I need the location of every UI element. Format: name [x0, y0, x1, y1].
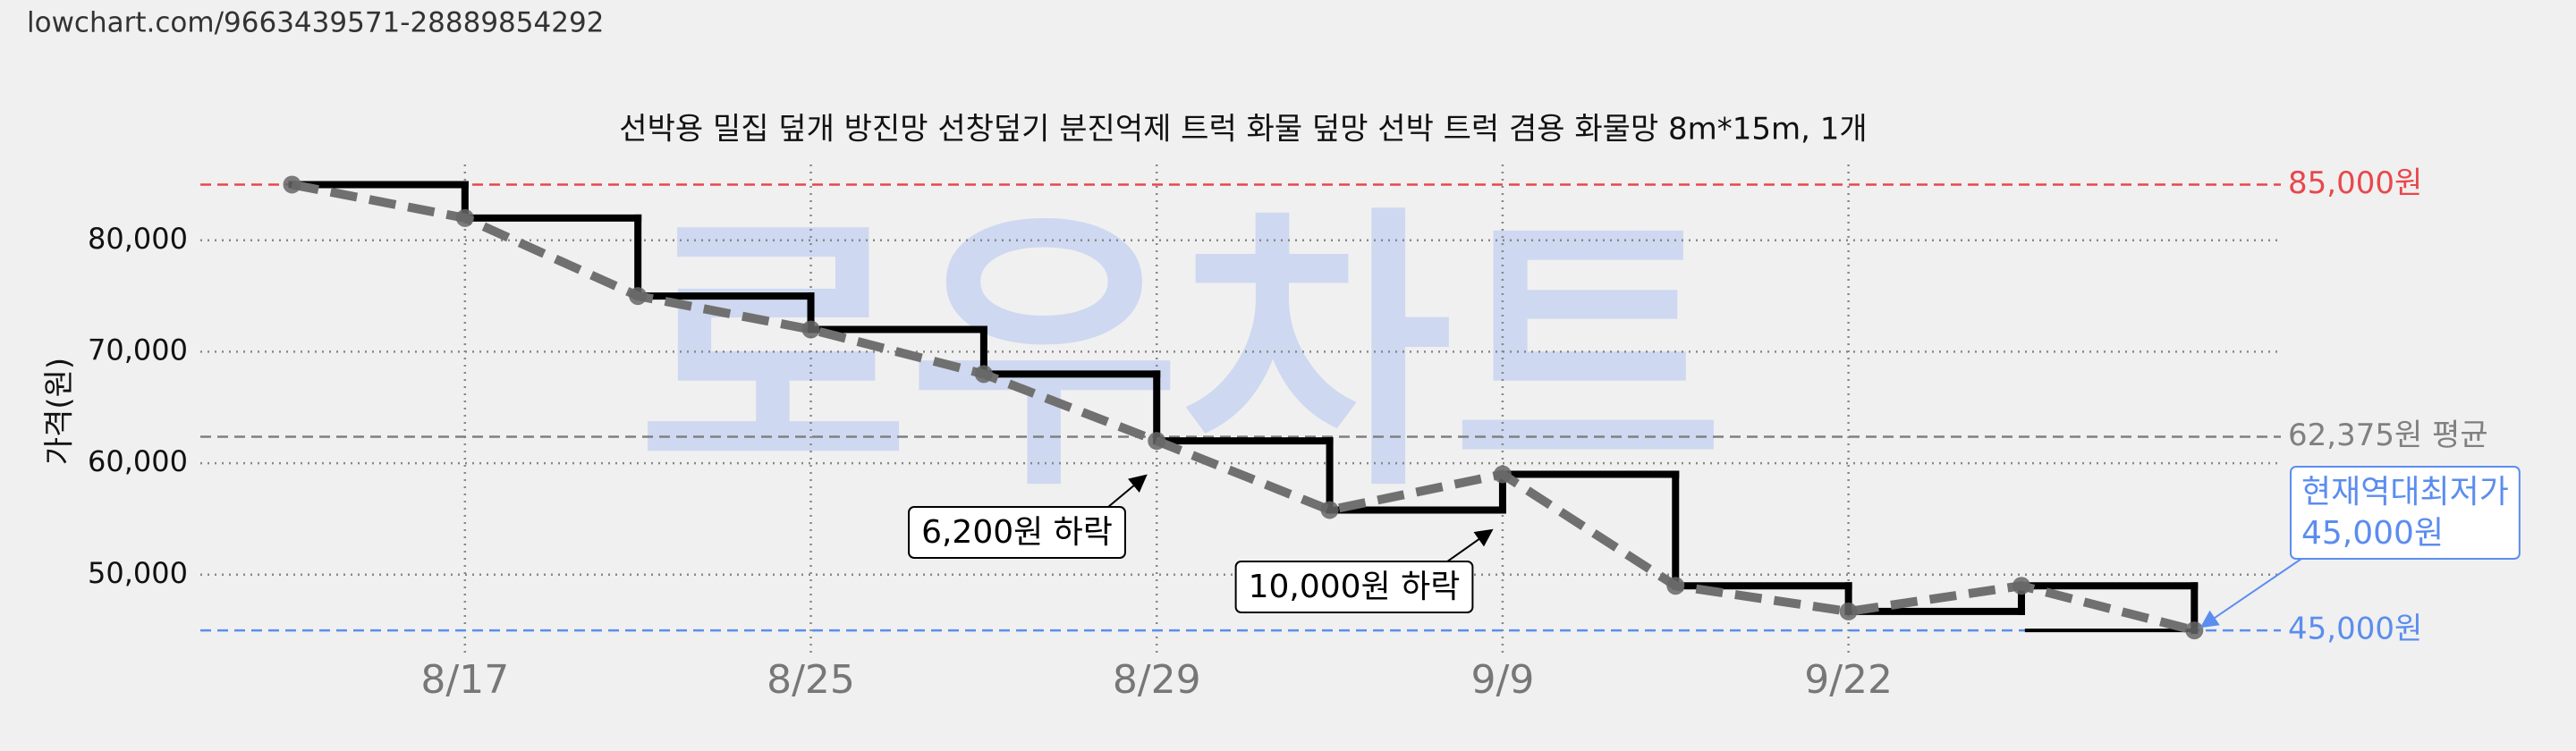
- x-tick-label: 9/9: [1471, 657, 1535, 703]
- data-point: [455, 208, 474, 227]
- reference-label: 62,375원 평균: [2288, 418, 2488, 453]
- data-point: [2012, 577, 2030, 595]
- trend-line: [291, 180, 2196, 635]
- data-point: [2185, 621, 2204, 640]
- data-point: [801, 320, 820, 339]
- data-point: [974, 365, 993, 384]
- data-point: [1148, 432, 1166, 451]
- x-tick-label: 9/22: [1804, 657, 1893, 703]
- lowest-note-text: 45,000원: [2301, 515, 2444, 552]
- data-point: [1839, 602, 1858, 620]
- data-point: [629, 287, 648, 306]
- data-point: [1320, 501, 1339, 519]
- annotation-box: [1234, 561, 1474, 613]
- page-url: lowchart.com/9663439571-28889854292: [27, 7, 604, 39]
- x-tick-label: 8/29: [1113, 657, 1201, 703]
- data-point: [1666, 577, 1685, 595]
- annotation-text: 10,000원 하락: [1249, 569, 1461, 605]
- reference-label: 85,000원: [2288, 165, 2422, 201]
- x-tick-label: 8/17: [420, 657, 509, 703]
- lowest-note-box: [2290, 466, 2521, 560]
- lowest-note-arrow: [2199, 558, 2302, 629]
- data-point: [1493, 465, 1512, 484]
- reference-label: 45,000원: [2288, 612, 2422, 647]
- x-tick-label: 8/25: [767, 657, 855, 703]
- y-tick-label: 70,000: [88, 333, 188, 367]
- y-axis-label: 가격(원): [42, 358, 78, 465]
- lowest-note-text: 현재역대최저가: [2301, 474, 2509, 511]
- data-point: [283, 175, 301, 194]
- annotation-text: 6,200원 하락: [921, 514, 1113, 551]
- y-tick-label: 80,000: [88, 222, 188, 256]
- chart-title: 선박용 밀집 덮개 방진망 선창덮기 분진억제 트럭 화물 덮망 선박 트럭 겸…: [619, 112, 1867, 148]
- y-tick-label: 50,000: [88, 556, 188, 590]
- y-tick-label: 60,000: [88, 444, 188, 478]
- annotation-box: [908, 506, 1126, 559]
